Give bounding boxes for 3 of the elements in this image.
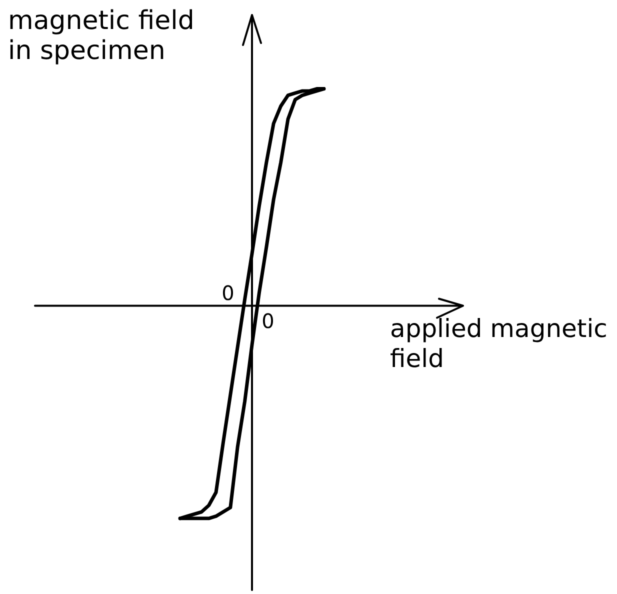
annotation: 0: [222, 280, 234, 305]
y-axis-title: magnetic field in specimen: [8, 6, 196, 66]
x-axis-title: applied magnetic field: [390, 314, 608, 374]
